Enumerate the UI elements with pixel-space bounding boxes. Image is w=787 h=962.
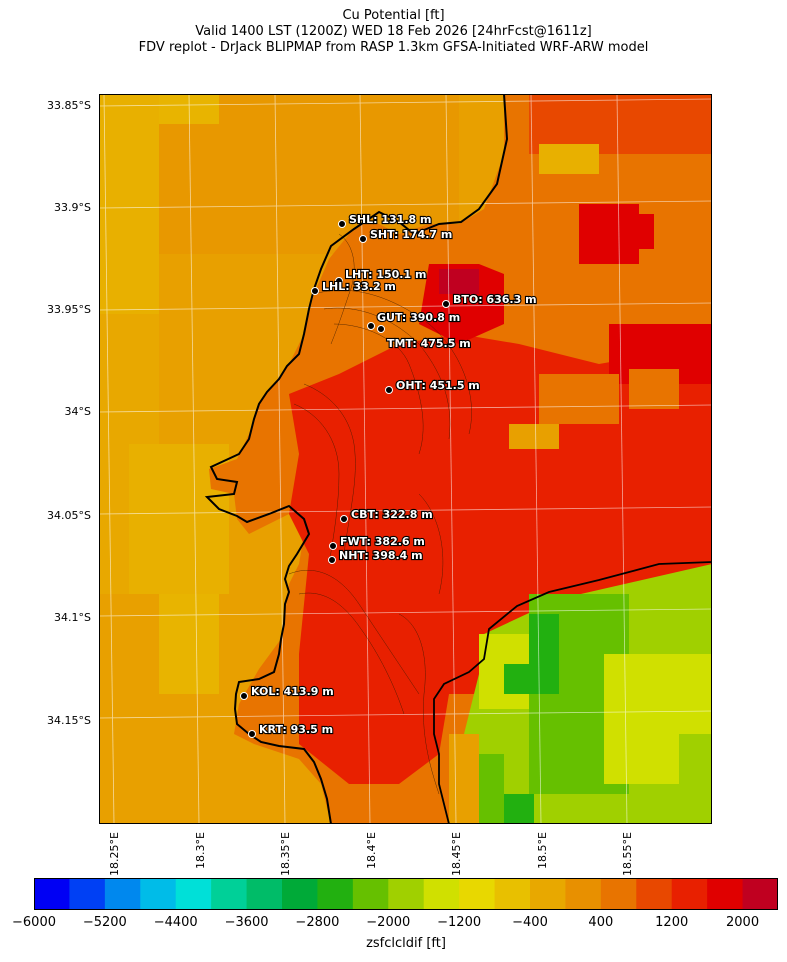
colorbar-swatch xyxy=(671,878,708,910)
colorbar-tick-label: −2800 xyxy=(295,915,340,930)
colorbar-swatch xyxy=(34,878,70,910)
station-label-cbt: CBT: 322.8 m xyxy=(351,508,433,521)
x-tick-label: 18.25°E xyxy=(108,832,121,876)
land-red-core xyxy=(289,334,712,784)
station-label-bto: BTO: 636.3 m xyxy=(453,293,537,306)
station-label-tmt: TMT: 475.5 m xyxy=(387,337,471,350)
station-label-fwt: FWT: 382.6 m xyxy=(340,535,425,548)
station-markers: SHL: 131.8 m SHT: 174.7 m LHT: 150.1 mLHL:… xyxy=(240,212,538,738)
colorbar-tick-label: 2000 xyxy=(726,915,760,930)
colorbar xyxy=(34,878,778,910)
colorbar-swatch xyxy=(423,878,460,910)
east-coastline xyxy=(433,561,712,824)
colorbar-swatch xyxy=(459,878,496,910)
station-label-kol: KOL: 413.9 m xyxy=(251,685,334,698)
x-tick-label: 18.55°E xyxy=(621,832,634,876)
colorbar-tick-label: 1200 xyxy=(655,915,689,930)
station-dot-bto xyxy=(442,300,450,308)
y-tick-label: 33.9°S xyxy=(54,201,91,214)
x-tick-label: 18.35°E xyxy=(279,832,292,876)
title-line-1: Cu Potential [ft] xyxy=(342,8,445,23)
colorbar-swatch xyxy=(140,878,177,910)
station-dot-sht xyxy=(359,235,367,243)
title-line-2: Valid 1400 LST (1200Z) WED 18 Feb 2026 [… xyxy=(195,24,592,39)
colorbar-border xyxy=(34,878,778,910)
colorbar-swatch xyxy=(282,878,318,910)
station-dot-gut xyxy=(367,322,375,330)
terrain-contours xyxy=(288,233,472,795)
colorbar-tick-label: −3600 xyxy=(224,915,269,930)
station-dot-lht xyxy=(335,277,343,285)
colorbar-swatch xyxy=(530,878,566,910)
y-tick-label: 34.05°S xyxy=(47,509,91,522)
x-tick-label: 18.5°E xyxy=(536,832,549,869)
colorbar-swatch xyxy=(565,878,602,910)
coastline xyxy=(204,94,509,824)
y-tick-label: 34°S xyxy=(64,405,91,418)
y-tick-label: 33.85°S xyxy=(47,99,91,112)
station-dot-lhl xyxy=(311,287,319,295)
y-tick-label: 34.1°S xyxy=(54,611,91,624)
station-dot-cbt xyxy=(340,515,348,523)
y-tick-label: 34.15°S xyxy=(47,714,91,727)
colorbar-swatch xyxy=(600,878,637,910)
colorbar-swatch xyxy=(352,878,389,910)
colorbar-swatch xyxy=(707,878,744,910)
colorbar-tick-label: −2000 xyxy=(366,915,411,930)
colorbar-tick-label: −4400 xyxy=(153,915,198,930)
station-label-shl: SHL: 131.8 m xyxy=(349,213,431,226)
colorbar-tick-label: −5200 xyxy=(82,915,127,930)
map-plot: SHL: 131.8 m SHT: 174.7 m LHT: 150.1 mLHL:… xyxy=(99,94,712,824)
x-tick-label: 18.45°E xyxy=(450,832,463,876)
station-label-sht: SHT: 174.7 m xyxy=(370,228,452,241)
colorbar-swatch xyxy=(246,878,283,910)
colorbar-tick-label: −1200 xyxy=(437,915,482,930)
title-line-3: FDV replot - DrJack BLIPMAP from RASP 1.… xyxy=(138,40,649,55)
graticule xyxy=(99,94,712,824)
colorbar-swatch xyxy=(317,878,354,910)
colorbar-swatch xyxy=(388,878,425,910)
colorbar-swatch xyxy=(742,878,778,910)
station-label-gut: GUT: 390.8 m xyxy=(377,311,460,324)
colorbar-swatch xyxy=(104,878,141,910)
station-dot-oht xyxy=(385,386,393,394)
colorbar-tick-label: −400 xyxy=(512,915,548,930)
colorbar-tick-label: −6000 xyxy=(12,915,56,930)
station-dot-krt xyxy=(248,730,256,738)
colorbar-tick-label: 400 xyxy=(588,915,614,930)
colorbar-swatch xyxy=(636,878,673,910)
colorbar-swatch xyxy=(494,878,531,910)
station-label-nht: NHT: 398.4 m xyxy=(339,549,423,562)
station-dot-fwt xyxy=(329,542,337,550)
colorbar-label: zsfclcldif [ft] xyxy=(366,936,446,951)
station-label-oht: OHT: 451.5 m xyxy=(396,379,480,392)
colorbar-swatch xyxy=(69,878,106,910)
station-dot-shl xyxy=(338,220,346,228)
station-dot-kol xyxy=(240,692,248,700)
x-tick-label: 18.4°E xyxy=(365,832,378,869)
station-dot-nht xyxy=(328,556,336,564)
station-label-krt: KRT: 93.5 m xyxy=(259,723,333,736)
station-label-lhl: LHL: 33.2 m xyxy=(322,280,396,293)
x-tick-label: 18.3°E xyxy=(194,832,207,869)
station-label-lht: LHT: 150.1 m xyxy=(345,268,426,281)
colorbar-swatch xyxy=(211,878,248,910)
colorbar-swatch xyxy=(175,878,212,910)
station-dot-tmt xyxy=(377,325,385,333)
y-tick-label: 33.95°S xyxy=(47,303,91,316)
